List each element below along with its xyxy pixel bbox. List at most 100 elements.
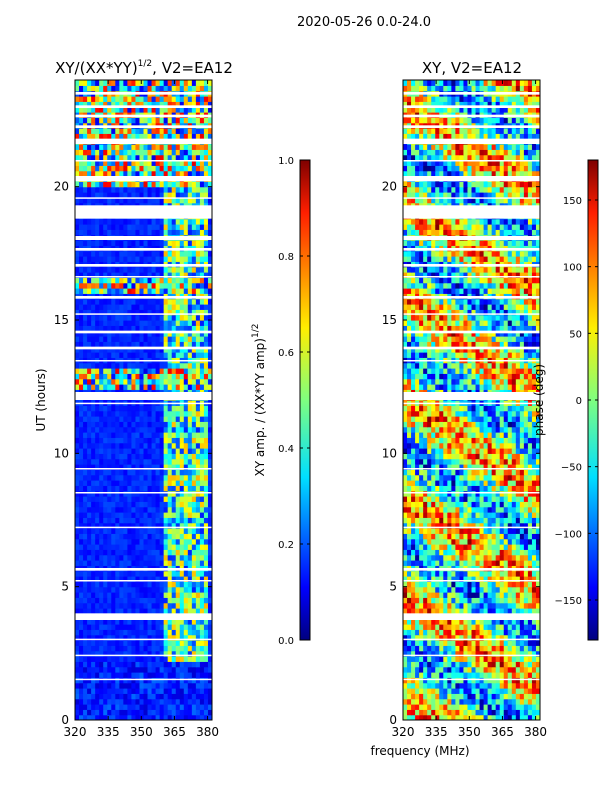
heatmap-cell xyxy=(79,320,84,326)
heatmap-cell xyxy=(187,464,193,470)
heatmap-cell xyxy=(435,677,440,684)
heatmap-cell xyxy=(463,709,469,716)
heatmap-cell xyxy=(159,544,165,550)
heatmap-cell xyxy=(411,672,416,678)
heatmap-cell xyxy=(111,320,116,326)
heatmap-cell xyxy=(155,154,161,161)
heatmap-cell xyxy=(131,410,137,417)
heatmap-cell xyxy=(207,560,212,566)
heatmap-cell xyxy=(199,240,205,246)
heatmap-cell xyxy=(123,192,128,198)
heatmap-cell xyxy=(183,368,189,374)
heatmap-cell xyxy=(175,666,181,673)
heatmap-cell xyxy=(139,437,145,444)
heatmap-cell xyxy=(163,448,169,454)
heatmap-cell xyxy=(115,416,120,422)
heatmap-cell xyxy=(75,602,80,609)
heatmap-cell xyxy=(191,464,197,470)
heatmap-cell xyxy=(155,554,161,561)
heatmap-cell xyxy=(123,229,128,236)
heatmap-cell xyxy=(435,645,440,652)
heatmap-cell xyxy=(207,101,212,108)
heatmap-cell xyxy=(75,346,80,353)
heatmap-cell xyxy=(159,352,165,358)
heatmap-cell xyxy=(107,282,112,289)
heatmap-cell xyxy=(507,666,513,673)
heatmap-cell xyxy=(191,672,197,678)
heatmap-cell xyxy=(119,117,124,124)
heatmap-cell xyxy=(83,85,88,92)
heatmap-cell xyxy=(143,714,149,720)
heatmap-cell xyxy=(507,698,513,705)
heatmap-cell xyxy=(131,229,137,236)
heatmap-cell xyxy=(79,506,84,513)
heatmap-cell xyxy=(179,352,185,358)
heatmap-cell xyxy=(199,501,205,508)
heatmap-cell xyxy=(139,197,145,204)
heatmap-cell xyxy=(83,490,88,497)
heatmap-cell xyxy=(135,490,141,497)
heatmap-cell xyxy=(95,522,100,529)
heatmap-cell xyxy=(91,554,96,561)
heatmap-cell xyxy=(423,704,428,710)
heatmap-cell xyxy=(159,309,165,316)
heatmap-cell xyxy=(135,544,141,550)
heatmap-cell xyxy=(79,474,84,481)
heatmap-cell xyxy=(455,650,461,657)
heatmap-cell xyxy=(139,608,145,614)
heatmap-cell xyxy=(159,117,165,124)
heatmap-cell xyxy=(159,272,165,278)
heatmap-cell xyxy=(199,256,205,262)
heatmap-cell xyxy=(195,688,201,694)
heatmap-cell xyxy=(167,154,173,161)
heatmap-cell xyxy=(419,698,424,705)
heatmap-cell xyxy=(107,314,112,321)
heatmap-cell xyxy=(95,133,100,140)
heatmap-cell xyxy=(199,96,205,102)
heatmap-cell xyxy=(151,192,157,198)
heatmap-cell xyxy=(119,352,124,358)
heatmap-cell xyxy=(183,229,189,236)
heatmap-cell xyxy=(507,592,513,598)
heatmap-cell xyxy=(195,165,201,172)
heatmap-cell xyxy=(483,645,489,652)
heatmap-cell xyxy=(87,405,92,412)
heatmap-cell xyxy=(87,240,92,246)
heatmap-cell xyxy=(203,330,209,337)
heatmap-cell xyxy=(75,240,80,246)
heatmap-cell xyxy=(119,640,124,646)
heatmap-cell xyxy=(143,101,149,108)
heatmap-cell xyxy=(163,549,169,556)
heatmap-cell xyxy=(91,304,96,310)
heatmap-cell xyxy=(107,677,112,684)
heatmap-cell xyxy=(207,133,212,140)
heatmap-cell xyxy=(123,368,128,374)
heatmap-cell xyxy=(143,80,149,86)
heatmap-cell xyxy=(99,570,104,577)
heatmap-cell xyxy=(79,618,84,625)
heatmap-cell xyxy=(147,416,153,422)
heatmap-cell xyxy=(199,640,205,646)
heatmap-cell xyxy=(103,325,108,332)
heatmap-cell xyxy=(195,490,201,497)
heatmap-cell xyxy=(207,480,212,486)
heatmap-cell xyxy=(95,330,100,337)
heatmap-cell xyxy=(107,405,112,412)
heatmap-cell xyxy=(207,240,212,246)
heatmap-cell xyxy=(103,714,108,720)
heatmap-cell xyxy=(175,437,181,444)
heatmap-cell xyxy=(163,709,169,716)
heatmap-cell xyxy=(471,682,477,689)
heatmap-cell xyxy=(199,186,205,193)
heatmap-cell xyxy=(115,186,120,193)
heatmap-cell xyxy=(199,624,205,630)
heatmap-cell xyxy=(83,469,88,476)
heatmap-cell xyxy=(131,256,137,262)
heatmap-cell xyxy=(147,554,153,561)
heatmap-cell xyxy=(499,602,505,609)
heatmap-cell xyxy=(407,714,412,720)
heatmap-cell xyxy=(491,677,497,684)
flagged-row xyxy=(75,678,212,681)
heatmap-cell xyxy=(99,346,104,353)
heatmap-cell xyxy=(179,485,185,492)
